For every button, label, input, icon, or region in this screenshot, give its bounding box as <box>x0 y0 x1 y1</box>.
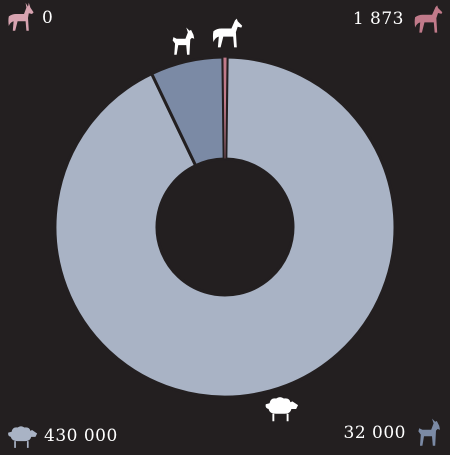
legend-donkey: 0 <box>4 2 53 34</box>
legend-horse: 1 873 <box>353 2 444 36</box>
legend-sheep: 430 000 <box>4 423 118 449</box>
slice-horse <box>222 56 228 160</box>
horse-icon <box>414 5 443 33</box>
legend-goat: 32 000 <box>344 417 444 449</box>
slice-goat-icon <box>172 27 195 55</box>
legend-sheep-value: 430 000 <box>44 426 118 446</box>
slice-sheep <box>53 55 397 399</box>
legend-goat-value: 32 000 <box>343 423 406 443</box>
slice-sheep-icon <box>265 397 299 422</box>
slice-horse-icon <box>212 18 243 48</box>
legend-donkey-value: 0 <box>42 8 54 28</box>
sheep-icon <box>8 426 38 448</box>
donkey-icon <box>8 2 34 31</box>
goat-icon <box>418 418 440 446</box>
legend-horse-value: 1 873 <box>352 9 404 29</box>
